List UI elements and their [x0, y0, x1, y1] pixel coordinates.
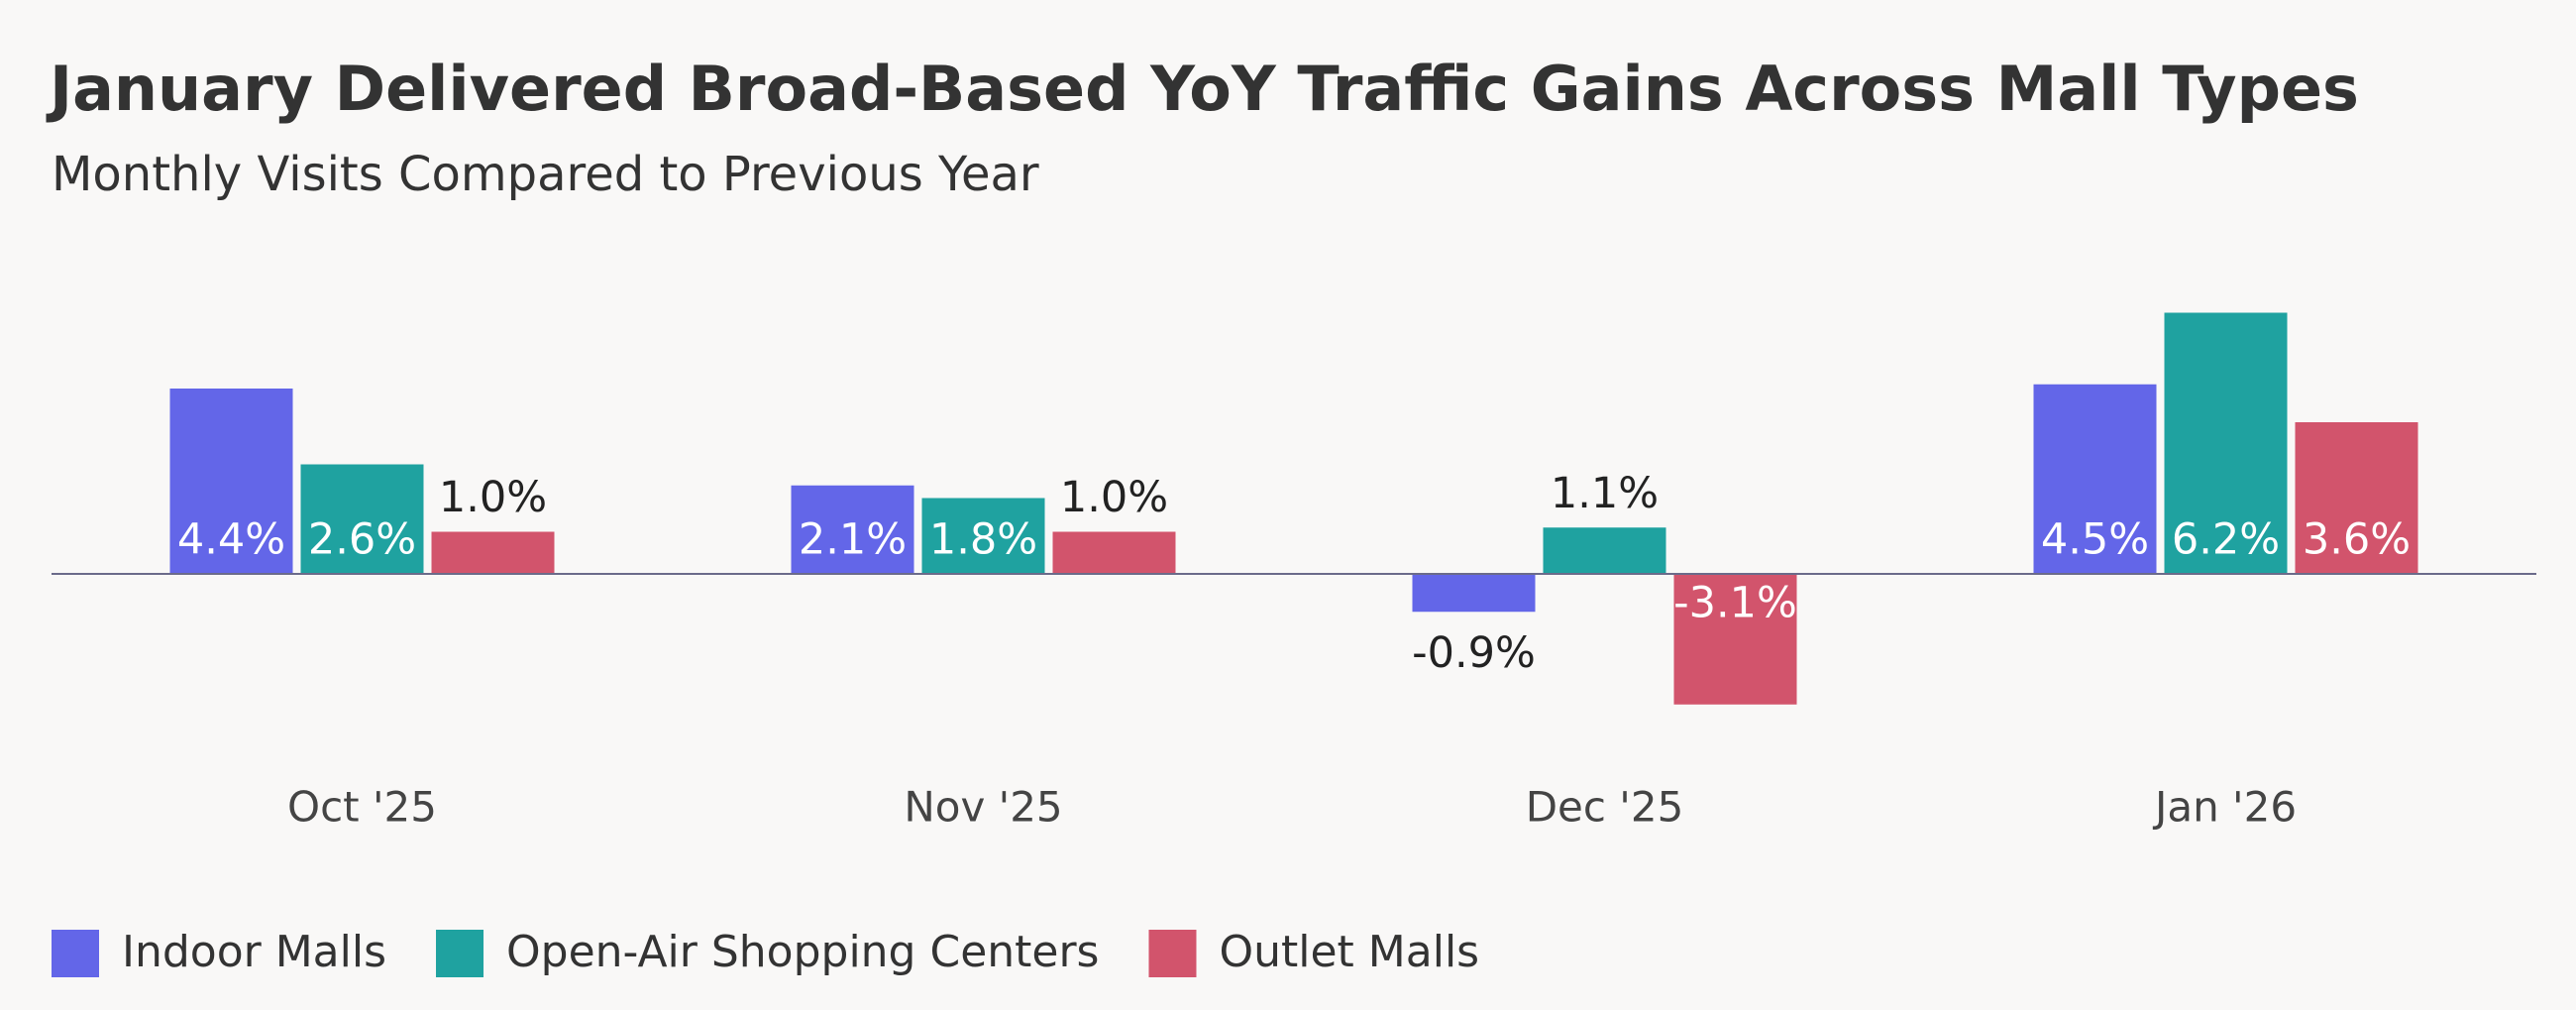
chart-subtitle: Monthly Visits Compared to Previous Year [52, 147, 1039, 202]
x-tick-label: Oct '25 [287, 783, 437, 832]
bar [431, 531, 555, 574]
value-label: 2.1% [799, 515, 907, 565]
bar [1673, 574, 1797, 705]
bar [2295, 422, 2418, 574]
value-label: 1.0% [439, 473, 547, 522]
legend-label: Outlet Malls [1219, 927, 1479, 977]
bar [1543, 527, 1666, 574]
legend-swatch [436, 930, 484, 977]
bar [791, 485, 914, 574]
value-label: 2.6% [308, 515, 416, 565]
value-label: 1.8% [929, 515, 1037, 565]
bar [921, 498, 1045, 574]
value-label: 4.5% [2041, 515, 2149, 565]
legend-label: Indoor Malls [122, 927, 386, 977]
legend-label: Open-Air Shopping Centers [506, 927, 1099, 977]
value-label: 3.6% [2303, 515, 2411, 565]
legend-swatch [1148, 930, 1197, 977]
chart-title: January Delivered Broad-Based YoY Traffi… [46, 53, 2359, 125]
value-label: 1.0% [1060, 473, 1168, 522]
value-label: -3.1% [1673, 579, 1797, 628]
bar [2164, 312, 2288, 574]
value-label: 6.2% [2172, 515, 2280, 565]
x-tick-label: Nov '25 [904, 783, 1062, 832]
bar [1052, 531, 1176, 574]
value-label: -0.9% [1412, 628, 1536, 678]
legend-swatch [52, 930, 99, 977]
bar [300, 464, 424, 574]
x-tick-label: Jan '26 [2152, 783, 2297, 832]
x-tick-label: Dec '25 [1526, 783, 1684, 832]
bar [1412, 574, 1536, 613]
value-label: 1.1% [1551, 469, 1659, 518]
bar [2033, 384, 2157, 574]
value-label: 4.4% [177, 515, 285, 565]
bar [169, 389, 293, 574]
